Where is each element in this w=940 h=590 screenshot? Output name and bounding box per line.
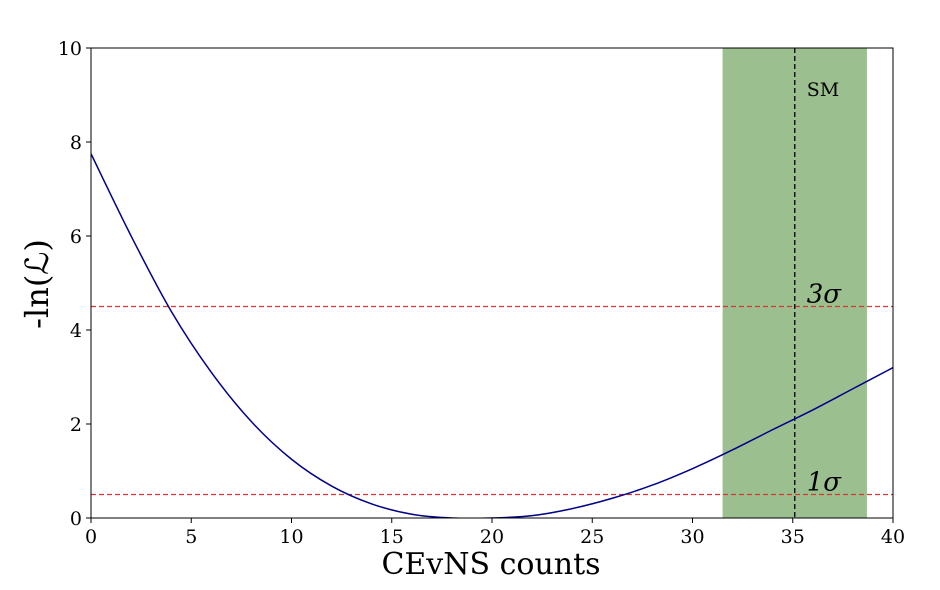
x-tick-label: 5: [185, 526, 197, 548]
x-tick-label: 40: [881, 526, 905, 548]
plot-area: SM 1σ 3σ 0 5 10 15 20 25 30 35 40 0 2 4 6 8 10: [58, 38, 905, 548]
x-tick-label: 15: [380, 526, 404, 548]
y-tick-label: 6: [70, 226, 82, 248]
likelihood-curve: [91, 153, 893, 518]
sm-label: SM: [807, 79, 839, 101]
sigma-label-2: 3σ: [807, 280, 843, 310]
x-tick-label: 0: [85, 526, 97, 548]
x-tick-label: 20: [480, 526, 504, 548]
x-tick-label: 35: [781, 526, 805, 548]
y-tick-label: 4: [70, 320, 82, 342]
y-tick-label: 2: [70, 414, 82, 436]
y-axis-label: -ln(ℒ): [18, 239, 56, 329]
x-tick-label: 30: [680, 526, 704, 548]
y-tick-label: 0: [70, 508, 82, 530]
sigma-label-1: 1σ: [807, 468, 843, 498]
y-tick-label: 8: [70, 132, 82, 154]
x-tick-label: 10: [279, 526, 303, 548]
x-axis-label: CEvNS counts: [381, 547, 600, 582]
x-tick-label: 25: [580, 526, 604, 548]
y-tick-label: 10: [58, 38, 82, 60]
